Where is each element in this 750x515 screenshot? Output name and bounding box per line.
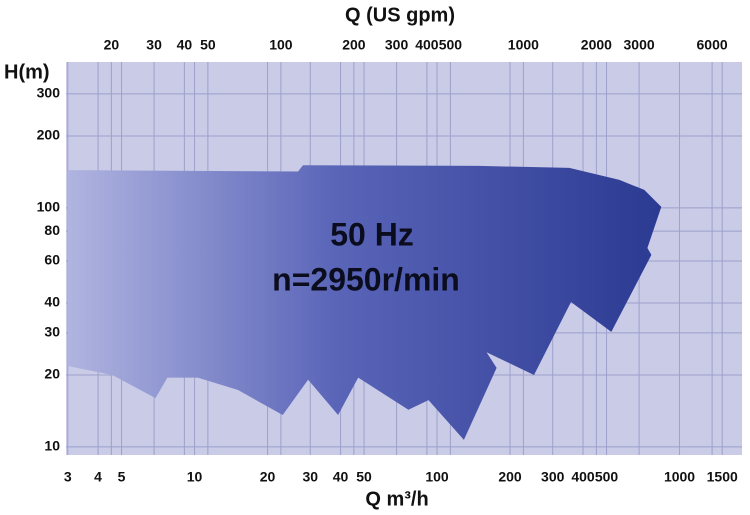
x-tick-label: 1500 bbox=[707, 469, 738, 485]
x-tick-label: 100 bbox=[425, 469, 449, 485]
performance-area bbox=[67, 165, 662, 440]
x-tick-label: 500 bbox=[595, 469, 619, 485]
x-tick-label: 4 bbox=[94, 469, 102, 485]
y-tick-label: 40 bbox=[44, 294, 60, 310]
x-tick-label: 400 bbox=[571, 469, 595, 485]
x2-tick-label: 30 bbox=[146, 37, 162, 53]
y-tick-label: 20 bbox=[44, 366, 60, 382]
y-tick-label: 200 bbox=[37, 127, 61, 143]
x2-tick-label: 400 bbox=[415, 37, 439, 53]
x2-tick-label: 500 bbox=[439, 37, 463, 53]
annotation: 50 Hz bbox=[330, 216, 414, 252]
y-axis-title: H(m) bbox=[4, 61, 50, 83]
x2-tick-label: 200 bbox=[342, 37, 366, 53]
x2-tick-label: 40 bbox=[177, 37, 193, 53]
x2-tick-label: 100 bbox=[269, 37, 293, 53]
x-axis-title: Q m³/h bbox=[365, 488, 428, 510]
x2-tick-label: 2000 bbox=[581, 37, 612, 53]
x-tick-label: 10 bbox=[187, 469, 203, 485]
x2-tick-label: 20 bbox=[104, 37, 120, 53]
top-axis-title: Q (US gpm) bbox=[345, 4, 455, 26]
y-tick-label: 100 bbox=[37, 199, 61, 215]
annotation: n=2950r/min bbox=[272, 261, 460, 297]
x2-tick-label: 1000 bbox=[508, 37, 539, 53]
x-tick-label: 300 bbox=[541, 469, 565, 485]
x2-tick-label: 300 bbox=[385, 37, 409, 53]
x-tick-label: 3 bbox=[64, 469, 72, 485]
y-tick-label: 60 bbox=[44, 252, 60, 268]
x2-tick-label: 50 bbox=[200, 37, 216, 53]
x-tick-label: 1000 bbox=[664, 469, 695, 485]
x2-tick-label: 6000 bbox=[697, 37, 728, 53]
y-tick-label: 80 bbox=[44, 222, 60, 238]
x-tick-label: 50 bbox=[356, 469, 372, 485]
x-tick-label: 20 bbox=[260, 469, 276, 485]
y-tick-label: 30 bbox=[44, 324, 60, 340]
y-tick-label: 300 bbox=[37, 85, 61, 101]
x-tick-label: 30 bbox=[302, 469, 318, 485]
x2-tick-label: 3000 bbox=[624, 37, 655, 53]
x-tick-label: 200 bbox=[498, 469, 522, 485]
y-tick-label: 10 bbox=[44, 438, 60, 454]
x-tick-label: 5 bbox=[118, 469, 126, 485]
x-tick-label: 40 bbox=[333, 469, 349, 485]
